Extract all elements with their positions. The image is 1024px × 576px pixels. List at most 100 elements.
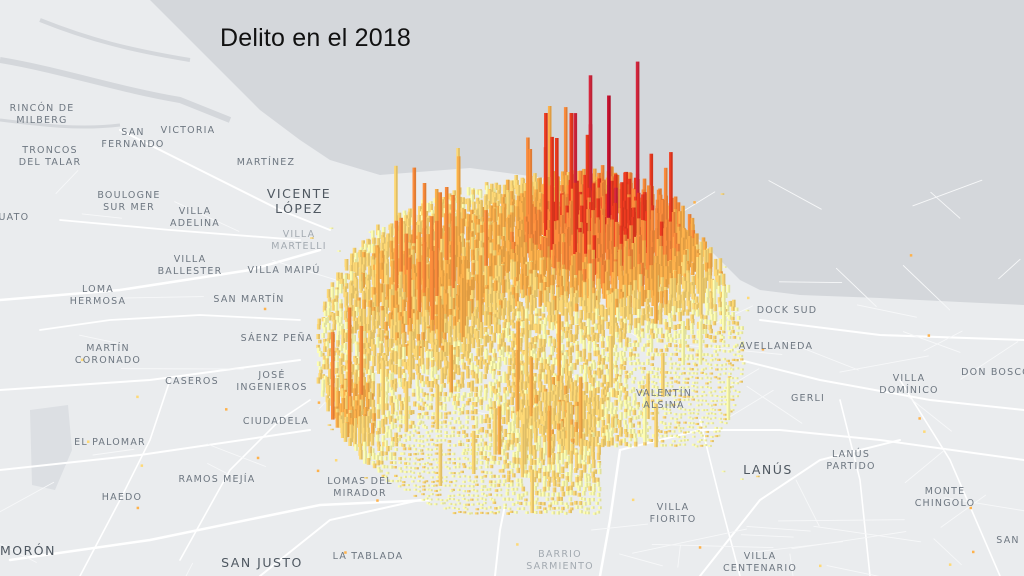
- crime-bar: [615, 435, 619, 442]
- crime-bar: [708, 344, 713, 348]
- crime-bar: [566, 402, 571, 455]
- minor-street: [944, 497, 1024, 512]
- crime-bar: [466, 439, 470, 442]
- crime-bar: [421, 406, 425, 411]
- crime-bar: [631, 380, 636, 384]
- crime-bar: [349, 298, 353, 306]
- crime-bar: [727, 315, 732, 320]
- crime-bar: [546, 486, 550, 491]
- crime-bar: [564, 461, 569, 469]
- crime-bar: [686, 334, 690, 339]
- crime-bar: [411, 434, 415, 437]
- crime-bar: [389, 465, 394, 469]
- crime-bar: [470, 386, 474, 392]
- road-12: [59, 219, 301, 241]
- crime-bar: [503, 393, 507, 401]
- crime-bar: [465, 226, 470, 250]
- crime-bar: [673, 362, 677, 365]
- crime-bar: [417, 444, 421, 447]
- crime-bar: [635, 353, 640, 357]
- crime-bar: [412, 429, 417, 433]
- crime-bar: [710, 400, 715, 402]
- crime-bar: [406, 484, 410, 487]
- crime-bar: [479, 418, 483, 424]
- crime-bar: [654, 348, 658, 353]
- crime-bar: [430, 424, 435, 428]
- crime-bar: [739, 373, 744, 376]
- crime-bar: [456, 499, 460, 502]
- place-label-jose-ingenieros: JOSÉ INGENIEROS: [236, 370, 308, 393]
- crime-bar: [372, 463, 377, 469]
- crime-bar: [694, 390, 699, 393]
- crime-bar: [701, 409, 706, 412]
- crime-bar: [649, 153, 654, 235]
- crime-bar: [384, 432, 389, 438]
- crime-bar: [419, 398, 424, 403]
- crime-bar: [735, 382, 740, 385]
- crime-bar: [335, 412, 340, 428]
- crime-bar: [412, 476, 416, 479]
- crime-bar: [591, 491, 596, 496]
- crime-bar: [453, 503, 457, 506]
- crime-bar: [703, 444, 708, 447]
- crime-bar: [503, 428, 508, 437]
- crime-bar: [579, 309, 583, 320]
- crime-bar: [628, 356, 633, 361]
- crime-bar: [688, 422, 692, 425]
- crime-bar: [310, 237, 314, 239]
- crime-bar: [615, 331, 619, 338]
- crime-bar: [703, 359, 708, 362]
- crime-bar: [401, 452, 406, 455]
- crime-bar: [685, 309, 690, 316]
- crime-bar: [390, 421, 395, 430]
- crime-bar: [596, 387, 600, 394]
- crime-bar: [408, 470, 412, 473]
- crime-bar: [633, 347, 637, 352]
- crime-bar: [384, 355, 388, 362]
- crime-bar: [471, 485, 475, 488]
- crime-bar: [534, 363, 538, 370]
- crime-bar: [547, 480, 551, 487]
- crime-bar: [520, 289, 525, 299]
- crime-bar: [704, 344, 709, 348]
- crime-bar: [399, 470, 404, 473]
- crime-bar: [466, 373, 470, 379]
- crime-bar: [659, 421, 664, 424]
- crime-bar: [515, 478, 520, 483]
- crime-bar: [439, 405, 443, 410]
- crime-bar: [682, 413, 687, 416]
- crime-bar: [516, 184, 521, 200]
- crime-bar: [515, 417, 520, 429]
- crime-bar: [377, 469, 382, 473]
- crime-bar: [415, 345, 419, 361]
- crime-bar: [395, 404, 399, 411]
- crime-bar: [568, 497, 573, 502]
- crime-bar: [427, 215, 431, 223]
- crime-bar: [480, 485, 485, 488]
- crime-bar: [669, 376, 674, 380]
- crime-bar: [511, 340, 515, 348]
- crime-bar: [542, 486, 547, 492]
- crime-bar: [394, 165, 398, 231]
- crime-bar: [460, 219, 464, 239]
- crime-bar: [424, 411, 429, 416]
- crime-bar: [601, 349, 605, 356]
- crime-bar: [506, 345, 510, 352]
- crime-bar: [588, 263, 593, 321]
- crime-bar: [431, 412, 436, 416]
- crime-bar: [429, 396, 434, 402]
- crime-bar: [516, 496, 521, 500]
- crime-bar: [515, 349, 519, 416]
- crime-bar: [510, 444, 514, 451]
- crime-bar: [488, 483, 493, 487]
- crime-bar: [575, 505, 579, 509]
- crime-bar: [624, 424, 628, 429]
- crime-bar: [723, 266, 727, 268]
- isolated-point: [316, 469, 320, 473]
- crime-bar: [614, 367, 618, 374]
- crime-bar: [730, 398, 735, 401]
- crime-bar: [488, 436, 493, 442]
- crime-bar: [705, 416, 709, 419]
- crime-bar: [451, 494, 456, 497]
